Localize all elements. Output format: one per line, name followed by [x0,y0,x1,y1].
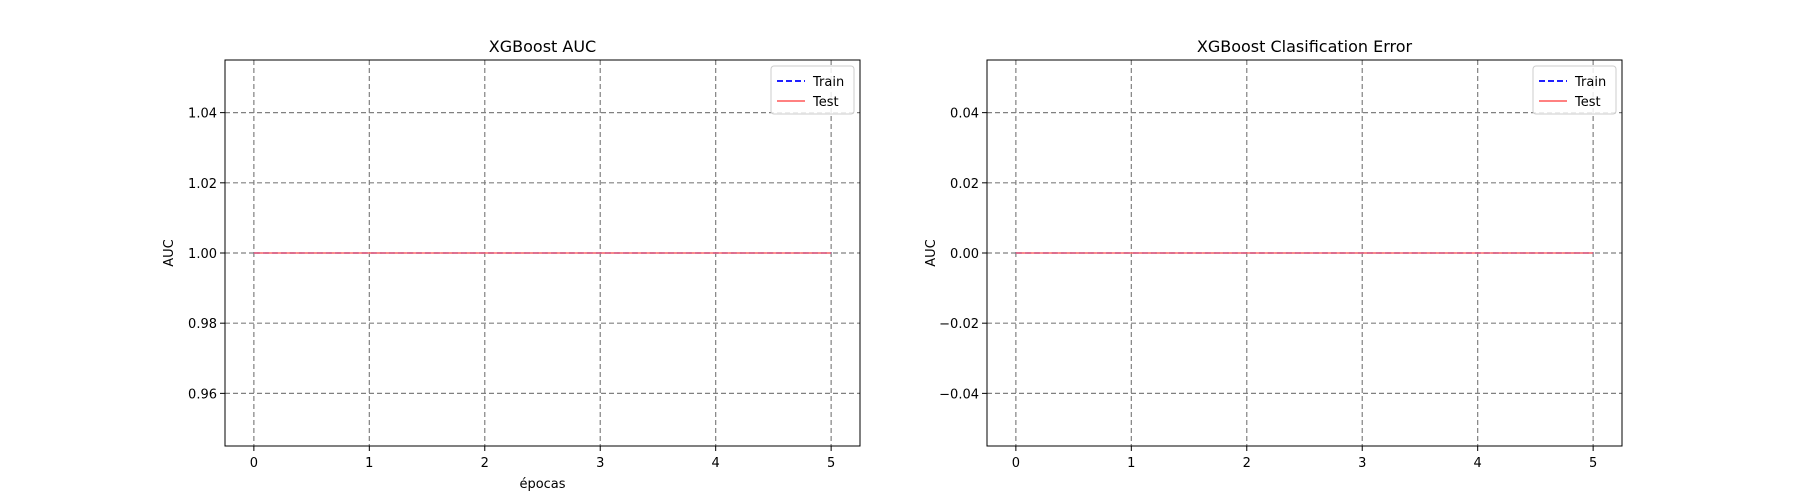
x-tick-label: 4 [712,456,720,471]
x-tick-label: 1 [1127,456,1135,471]
y-tick-label: −0.02 [939,317,979,332]
y-tick-label: 1.04 [188,107,217,122]
x-tick-label: 1 [365,456,373,471]
y-tick-label: 0.04 [950,107,979,122]
legend-box [770,65,855,115]
chart-title: XGBoost AUC [489,37,596,56]
y-tick-label: 0.98 [188,317,217,332]
legend: Train Test [770,65,855,115]
y-tick-label: 0.02 [950,177,979,192]
x-tick-label: 4 [1474,456,1482,471]
x-tick-label: 0 [1012,456,1020,471]
y-tick-label: 1.02 [188,177,217,192]
y-tick-label: 0.96 [188,387,217,402]
x-tick-label: 5 [1589,456,1597,471]
legend-label-test: Test [1574,95,1601,110]
legend-label-train: Train [1574,75,1606,90]
x-tick-label: 0 [250,456,258,471]
x-tick-label: 3 [1358,456,1366,471]
x-tick-label: 2 [1243,456,1251,471]
chart-panel-1: 0 1 2 3 4 5 −0.04 −0.02 0.00 0.02 0.04 XGBoost Clas… [924,37,1623,471]
x-tick-label: 5 [827,456,835,471]
legend-box [1532,65,1617,115]
y-tick-label: −0.04 [939,387,979,402]
x-axis-label: épocas [519,477,565,492]
legend: Train Test [1532,65,1617,115]
legend-label-train: Train [812,75,844,90]
y-tick-label: 1.00 [188,247,217,262]
x-tick-label: 3 [596,456,604,471]
chart-panel-0: 0 1 2 3 4 5 0.96 0.98 1.00 1.02 1.04 XGBoost AUC épo… [162,37,861,492]
y-tick-label: 0.00 [950,247,979,262]
y-axis-label: AUC [162,239,177,267]
chart-title: XGBoost Clasification Error [1197,37,1413,56]
x-tick-label: 2 [481,456,489,471]
legend-label-test: Test [812,95,839,110]
y-axis-label: AUC [924,239,939,267]
